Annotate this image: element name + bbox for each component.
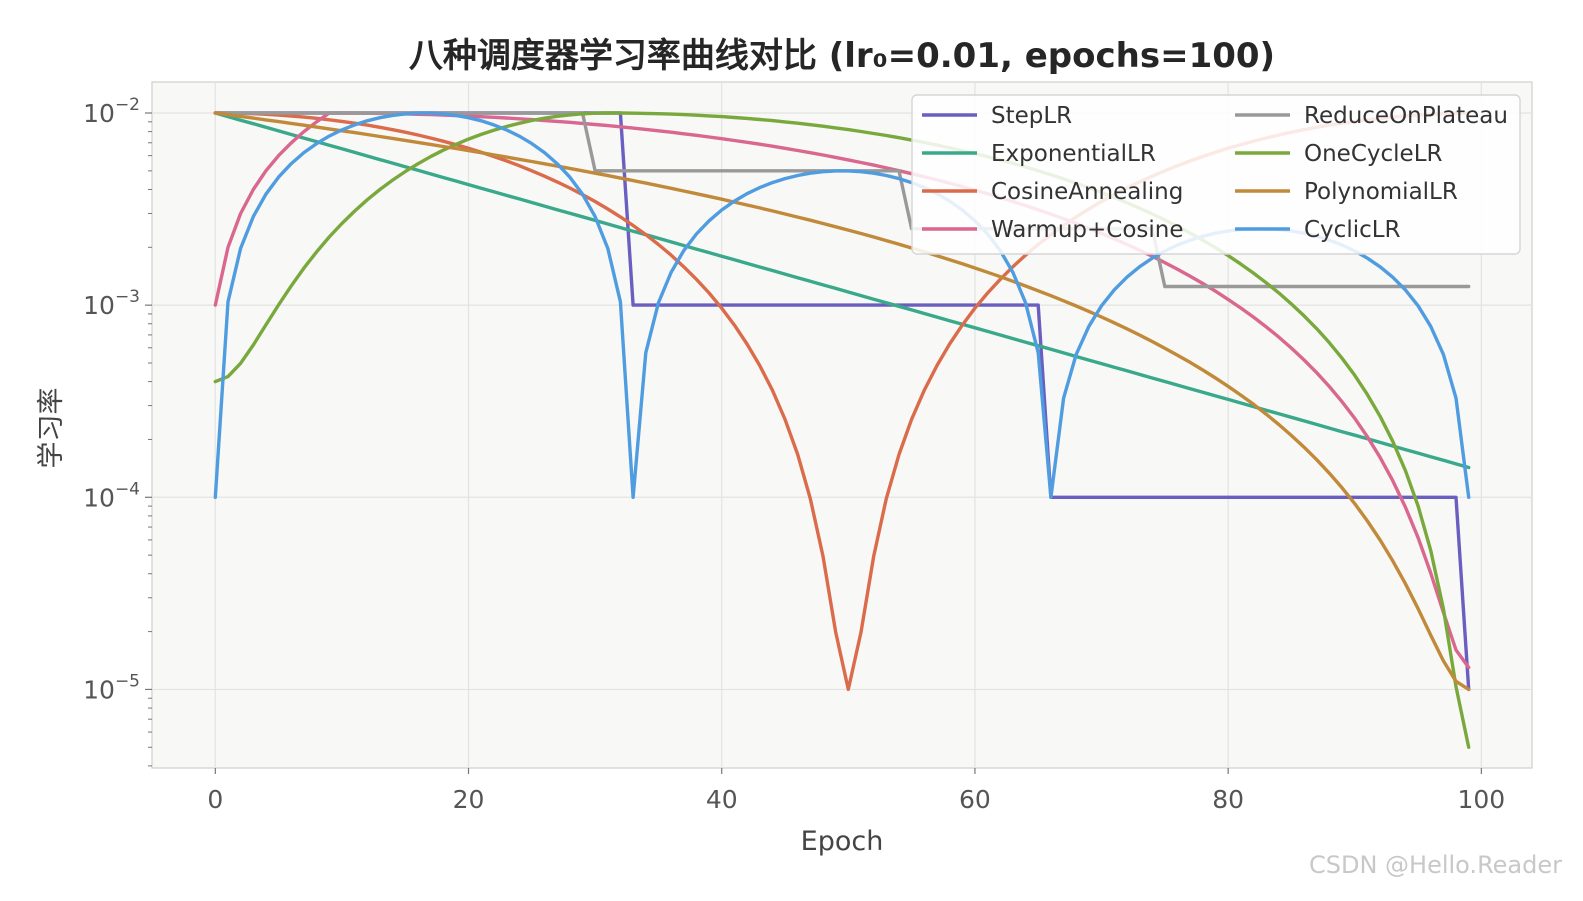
x-tick-label: 80 (1212, 785, 1244, 814)
legend-label: OneCycleLR (1304, 141, 1443, 167)
legend-label: ReduceOnPlateau (1304, 103, 1508, 129)
legend-label: StepLR (991, 103, 1072, 129)
series-line-onecyclelr (213, 111, 1471, 749)
x-axis-label: Epoch (801, 826, 884, 857)
y-axis-label: 学习率 (36, 388, 67, 469)
legend: StepLR ExponentialLR CosineAnnealing Warmup… (911, 94, 1521, 255)
watermark: CSDN @Hello.Reader (1309, 851, 1562, 879)
legend-label: Warmup+Cosine (991, 217, 1184, 243)
legend-label: CyclicLR (1304, 217, 1401, 243)
y-tick-label: 10−4 (83, 479, 140, 512)
legend-label: ExponentialLR (991, 141, 1156, 167)
legend-label: CosineAnnealing (991, 179, 1183, 205)
legend-label: PolynomialLR (1304, 179, 1458, 205)
y-tick-label: 10−3 (83, 287, 140, 320)
chart-title: 八种调度器学习率曲线对比 (lr₀=0.01, epochs=100) (409, 36, 1275, 76)
x-tick-label: 0 (207, 785, 223, 814)
series-line-polynomiallr (213, 111, 1471, 692)
y-tick-label: 10−2 (83, 95, 140, 128)
x-tick-label: 20 (453, 785, 485, 814)
x-tick-label: 60 (959, 785, 991, 814)
x-tick-label: 100 (1457, 785, 1505, 814)
x-tick-label: 40 (706, 785, 738, 814)
legend-box (911, 94, 1521, 255)
y-tick-label: 10−5 (83, 671, 140, 704)
